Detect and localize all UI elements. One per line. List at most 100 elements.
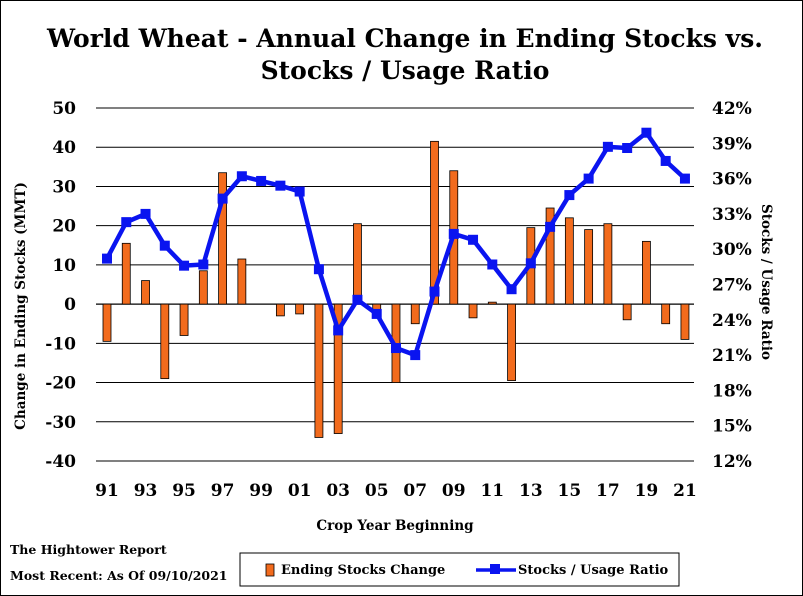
bar-2014 xyxy=(545,207,555,305)
bar-2017 xyxy=(603,223,613,305)
bar-2021 xyxy=(680,303,690,340)
x-tick-label: 05 xyxy=(365,481,389,501)
ratio-point-1993 xyxy=(140,208,151,219)
bar-2018 xyxy=(622,303,632,321)
x-tick-label: 07 xyxy=(403,481,427,501)
bar-1997 xyxy=(218,172,227,305)
x-tick-label: 21 xyxy=(673,481,697,501)
bar-2011 xyxy=(487,301,497,305)
left-tick-label: -40 xyxy=(45,452,76,472)
bar-2001 xyxy=(295,303,305,315)
bar-1998 xyxy=(237,258,247,305)
ratio-point-2014 xyxy=(545,221,556,232)
footer-source: The Hightower Report xyxy=(10,542,167,557)
ratio-point-2018 xyxy=(622,143,633,154)
left-tick-label: 0 xyxy=(64,295,76,315)
x-tick-label: 97 xyxy=(211,481,235,501)
bar-2008 xyxy=(430,140,439,305)
chart-title-line1: World Wheat - Annual Change in Ending St… xyxy=(46,24,763,53)
ratio-point-2007 xyxy=(410,350,421,361)
right-tick-label: 33% xyxy=(712,205,752,225)
bar-1993 xyxy=(141,280,150,305)
left-tick-label: -20 xyxy=(45,374,76,394)
right-tick-label: 12% xyxy=(712,452,752,472)
right-tick-label: 36% xyxy=(712,170,752,190)
bar-1994 xyxy=(160,303,170,380)
left-tick-label: 10 xyxy=(52,256,76,276)
x-tick-label: 93 xyxy=(134,481,158,501)
right-tick-label: 30% xyxy=(712,240,752,260)
left-tick-label: -10 xyxy=(45,334,76,354)
right-axis-ticks: 42% 39% 36% 33% 30% 27% 24% 21% 18% 15% 12% xyxy=(712,99,752,472)
bar-2007 xyxy=(410,303,420,325)
legend-line-label: Stocks / Usage Ratio xyxy=(518,563,669,578)
x-tick-label: 13 xyxy=(519,481,543,501)
left-tick-label: 40 xyxy=(52,138,76,158)
ratio-point-2010 xyxy=(468,234,479,245)
x-tick-label: 03 xyxy=(326,481,350,501)
right-tick-label: 42% xyxy=(712,99,752,119)
ratio-point-2021 xyxy=(679,173,690,184)
ratio-point-2013 xyxy=(525,258,536,269)
ratio-point-2000 xyxy=(275,180,286,191)
right-tick-label: 15% xyxy=(712,417,752,437)
ratio-point-1992 xyxy=(121,217,132,228)
ratio-point-2008 xyxy=(429,286,440,297)
x-tick-label: 95 xyxy=(172,481,196,501)
right-tick-label: 18% xyxy=(712,381,752,401)
ratio-point-2016 xyxy=(583,173,594,184)
bar-1996 xyxy=(198,270,208,305)
legend-bar-swatch xyxy=(265,563,275,577)
left-tick-label: -30 xyxy=(45,413,76,433)
x-tick-label: 99 xyxy=(249,481,273,501)
ratio-point-2006 xyxy=(390,343,401,354)
left-axis-ticks: 50 40 30 20 10 0 -10 -20 -30 -40 xyxy=(45,99,76,472)
x-tick-label: 01 xyxy=(288,481,312,501)
bar-1991 xyxy=(102,303,112,342)
ratio-point-1991 xyxy=(102,253,112,264)
gridlines xyxy=(96,107,694,462)
legend-line-marker xyxy=(490,564,500,574)
bar-series xyxy=(102,140,690,438)
ratio-point-1996 xyxy=(198,259,209,270)
ratio-point-2017 xyxy=(602,141,613,152)
ratio-point-2012 xyxy=(506,284,517,295)
left-tick-label: 20 xyxy=(52,217,76,237)
ratio-point-1997 xyxy=(217,193,228,204)
ratio-point-2009 xyxy=(448,228,459,239)
bar-2020 xyxy=(661,303,671,325)
x-tick-label: 91 xyxy=(95,481,119,501)
bar-2003 xyxy=(333,303,343,434)
ratio-point-1998 xyxy=(236,171,247,182)
bar-2019 xyxy=(642,240,651,305)
ratio-point-2020 xyxy=(660,155,671,166)
right-tick-label: 24% xyxy=(712,311,752,331)
left-tick-label: 30 xyxy=(52,177,76,197)
ratio-point-2019 xyxy=(641,127,652,138)
line-series xyxy=(102,127,690,361)
ratio-point-2001 xyxy=(294,186,305,197)
ratio-point-2002 xyxy=(313,264,324,275)
bar-2004 xyxy=(353,223,362,305)
right-tick-label: 39% xyxy=(712,134,752,154)
x-tick-label: 17 xyxy=(596,481,620,501)
bar-2010 xyxy=(468,303,478,319)
right-axis-title: Stocks / Usage Ratio xyxy=(758,204,774,360)
x-tick-label: 15 xyxy=(558,481,582,501)
x-tick-label: 19 xyxy=(635,481,659,501)
x-axis-ticks: 91 93 95 97 99 01 03 05 07 09 11 13 15 17 19 21 xyxy=(95,481,697,501)
bar-2002 xyxy=(314,303,324,438)
x-tick-label: 11 xyxy=(480,481,504,501)
ratio-point-1995 xyxy=(179,260,190,271)
x-axis-title: Crop Year Beginning xyxy=(316,518,474,534)
ratio-point-1994 xyxy=(159,240,170,251)
left-axis-title: Change in Ending Stocks (MMT) xyxy=(13,182,29,430)
legend: Ending Stocks Change Stocks / Usage Rati… xyxy=(239,552,680,587)
ratio-point-2004 xyxy=(352,294,363,305)
left-tick-label: 50 xyxy=(52,99,76,119)
bar-2000 xyxy=(275,303,285,317)
ratio-point-2005 xyxy=(371,308,382,319)
bar-1992 xyxy=(121,242,131,305)
